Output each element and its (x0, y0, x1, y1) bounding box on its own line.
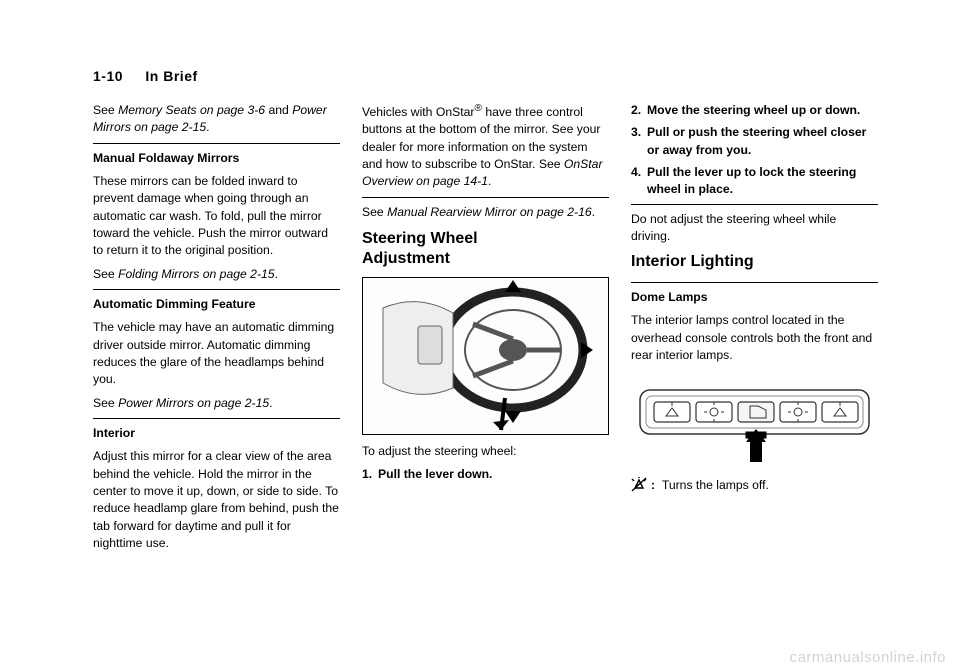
icon-def-off: : Turns the lamps off. (631, 477, 878, 497)
lamp-off-icon (631, 477, 651, 497)
step-4: 4. Pull the lever up to lock the steerin… (631, 164, 878, 199)
figure-steering-wheel (362, 277, 609, 435)
para-memory-seats: See Memory Seats on page 3-6 and Power M… (93, 102, 340, 137)
step-2: 2. Move the steering wheel up or down. (631, 102, 878, 119)
separator (631, 204, 878, 205)
column-1: See Memory Seats on page 3-6 and Power M… (93, 102, 340, 558)
figure-dome-lamp-control (631, 372, 878, 467)
page-header: 1-10 In Brief (93, 68, 879, 84)
page-content: 1-10 In Brief See Memory Seats on page 3… (93, 68, 879, 648)
heading-steering: Steering Wheel Adjustment (362, 229, 609, 269)
caption-steering: To adjust the steering wheel: (362, 443, 609, 460)
step-3: 3. Pull or push the steering wheel close… (631, 124, 878, 159)
para-see-rearview: See Manual Rearview Mirror on page 2-16. (362, 204, 609, 221)
para-see-folding: See Folding Mirrors on page 2-15. (93, 266, 340, 283)
heading-dome-lamps: Dome Lamps (631, 289, 878, 306)
column-2: Vehicles with OnStar® have three control… (362, 102, 609, 558)
separator (93, 418, 340, 419)
para-see-power: See Power Mirrors on page 2-15. (93, 395, 340, 412)
para-dome-lamps: The interior lamps control located in th… (631, 312, 878, 364)
para-auto-dim: The vehicle may have an automatic dimmin… (93, 319, 340, 388)
separator (362, 197, 609, 198)
page-number: 1-10 (93, 68, 123, 84)
columns: See Memory Seats on page 3-6 and Power M… (93, 102, 879, 558)
section-title: In Brief (145, 68, 197, 84)
step-1: 1. Pull the lever down. (362, 466, 609, 483)
dome-lamp-panel-icon (631, 372, 878, 467)
para-foldaway: These mirrors can be folded inward to pr… (93, 173, 340, 260)
heading-interior: Interior (93, 425, 340, 442)
separator (631, 282, 878, 283)
column-3: 2. Move the steering wheel up or down. 3… (631, 102, 878, 558)
para-onstar: Vehicles with OnStar® have three control… (362, 102, 609, 191)
steering-wheel-icon (363, 278, 608, 434)
separator (93, 143, 340, 144)
heading-manual-foldaway: Manual Foldaway Mirrors (93, 150, 340, 167)
heading-auto-dim: Automatic Dimming Feature (93, 296, 340, 313)
heading-interior-lighting: Interior Lighting (631, 251, 878, 274)
separator (93, 289, 340, 290)
para-warn-driving: Do not adjust the steering wheel while d… (631, 211, 878, 246)
watermark: carmanualsonline.info (790, 649, 946, 666)
para-interior: Adjust this mirror for a clear view of t… (93, 448, 340, 552)
